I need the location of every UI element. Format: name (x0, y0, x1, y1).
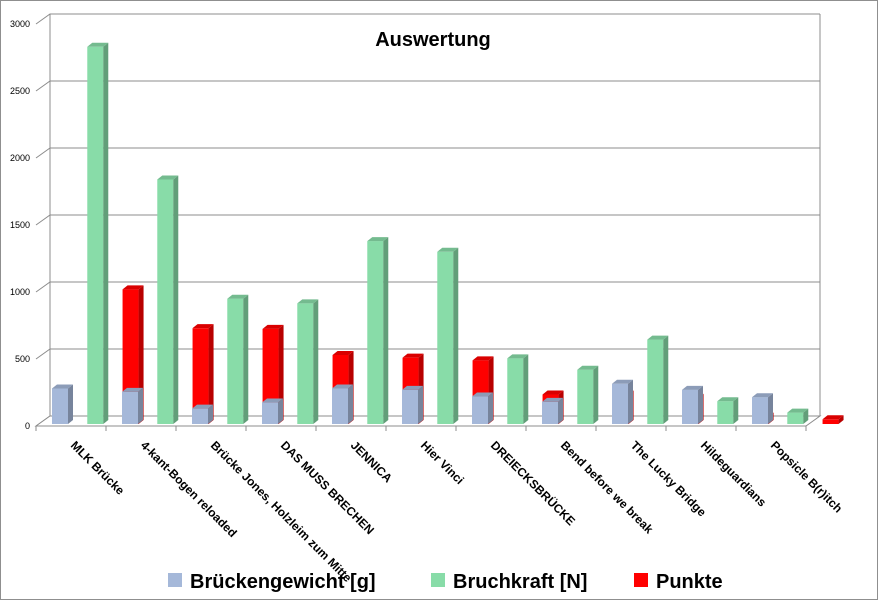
bar (682, 385, 703, 424)
legend: Brückengewicht [g] Bruchkraft [N] Punkte (168, 571, 723, 593)
legend-item: Brückengewicht [g] (168, 571, 376, 593)
gridlines (35, 13, 820, 427)
bar (612, 379, 633, 424)
legend-item: Punkte (634, 571, 723, 593)
bar (787, 408, 809, 424)
y-tick-label: 1000 (10, 287, 30, 297)
bar (262, 398, 283, 424)
bars (52, 42, 844, 424)
legend-swatch (634, 573, 648, 587)
x-tick-label: Brücke Jones, Holzleim zum Mitte (208, 438, 355, 585)
bar (822, 415, 844, 424)
bar (192, 404, 213, 424)
y-tick-label: 2000 (10, 153, 30, 163)
y-tick-label: 1500 (10, 220, 30, 230)
x-tick-label: The Lucky Bridge (628, 438, 709, 519)
bar (367, 237, 389, 424)
bar (192, 324, 214, 424)
legend-swatch (168, 573, 182, 587)
gridline (35, 147, 820, 159)
legend-label: Punkte (656, 571, 723, 593)
x-tick-label: Popsicle B(r)itch (768, 438, 845, 515)
bar (507, 354, 529, 424)
y-tick-label: 3000 (10, 19, 30, 29)
legend-swatch (431, 573, 445, 587)
legend-label: Brückengewicht [g] (190, 571, 376, 593)
y-tick-label: 500 (15, 354, 30, 364)
y-tick-label: 2500 (10, 86, 30, 96)
bar (472, 392, 493, 424)
chart-title: Auswertung (375, 29, 491, 51)
bar (87, 42, 109, 424)
bar (577, 365, 599, 424)
x-tick-label: JENNICA (348, 438, 395, 485)
bar (402, 385, 423, 424)
bar (157, 175, 179, 424)
legend-label: Bruchkraft [N] (453, 571, 587, 593)
gridline (35, 13, 820, 25)
gridline (35, 214, 820, 226)
gridline (35, 281, 820, 293)
bar (227, 294, 249, 424)
bar (297, 299, 319, 424)
gridline (35, 348, 820, 360)
bar (717, 397, 739, 424)
x-tick-label: Hier Vinci (418, 438, 467, 487)
x-tick-label: MLK Brücke (68, 438, 128, 498)
bar (437, 247, 459, 424)
bar (332, 384, 353, 424)
x-tick-label: Hildeguardians (698, 438, 769, 509)
y-tick-label: 0 (25, 421, 30, 431)
legend-item: Bruchkraft [N] (431, 571, 587, 593)
bar (52, 384, 73, 424)
bar (542, 397, 563, 424)
bar (647, 335, 669, 424)
bar (752, 393, 773, 424)
gridline (35, 80, 820, 92)
bar (122, 387, 143, 424)
